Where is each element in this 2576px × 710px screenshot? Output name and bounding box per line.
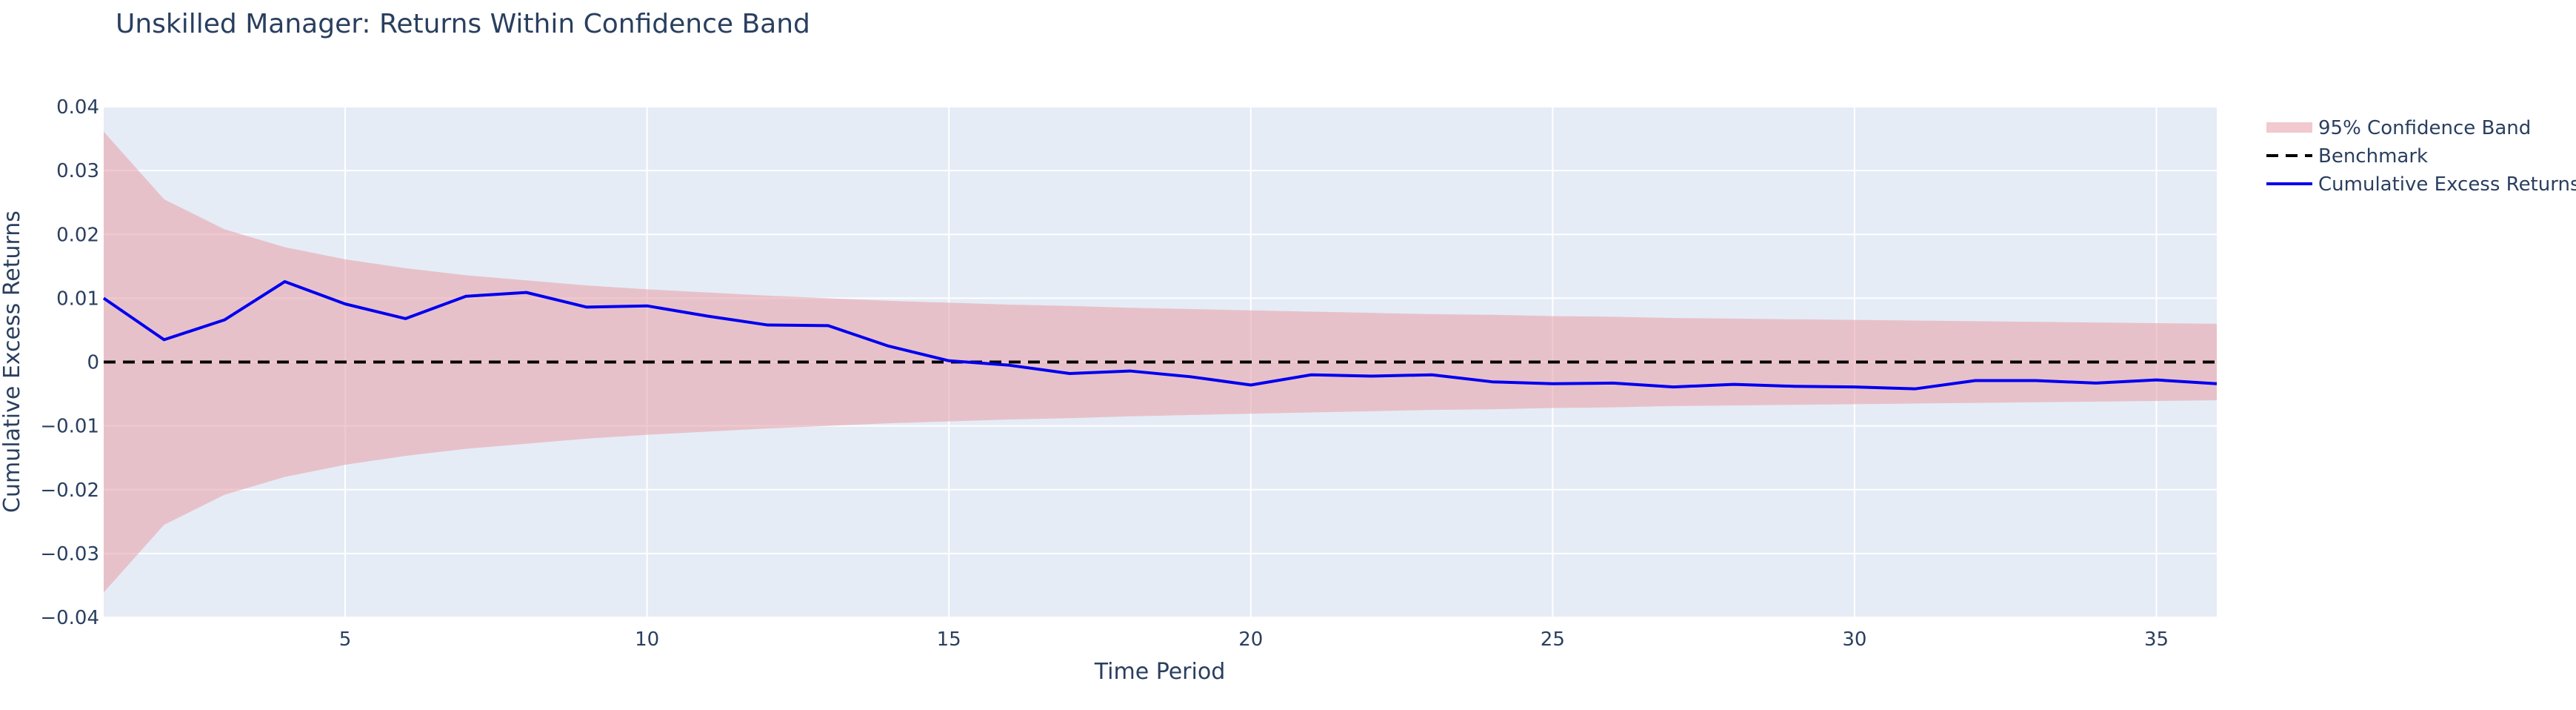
chart-title: Unskilled Manager: Returns Within Confid… [116, 9, 810, 39]
legend-item[interactable]: 95% Confidence Band [2266, 117, 2531, 139]
x-tick-label: 30 [1842, 628, 1866, 651]
x-tick-label: 10 [635, 628, 659, 651]
legend-swatch-band [2266, 122, 2312, 133]
x-tick-label: 35 [2144, 628, 2169, 651]
y-tick-label: 0.04 [56, 96, 99, 119]
y-axis-title: Cumulative Excess Returns [0, 210, 25, 513]
confidence-band [104, 131, 2217, 593]
x-axis-title: Time Period [1094, 659, 1226, 685]
x-tick-label: 5 [339, 628, 352, 651]
grid-lines [104, 106, 2217, 618]
y-tick-label: −0.03 [40, 543, 99, 565]
y-tick-label: −0.01 [40, 416, 99, 438]
y-tick-label: −0.04 [40, 607, 99, 629]
y-tick-label: −0.02 [40, 480, 99, 502]
cumulative-returns-line [102, 279, 2218, 391]
x-tick-labels: 5 10 15 20 25 30 35 [339, 628, 2169, 651]
confidence-band-layer [104, 131, 2217, 593]
legend-label: 95% Confidence Band [2318, 117, 2531, 139]
legend-label: Cumulative Excess Returns [2318, 173, 2576, 196]
legend-label: Benchmark [2318, 145, 2428, 167]
y-tick-label: 0.02 [56, 224, 99, 246]
y-tick-label: 0 [87, 352, 99, 374]
legend: 95% Confidence Band Benchmark Cumulative E… [2266, 117, 2576, 196]
y-tick-label: 0.03 [56, 160, 99, 182]
legend-item[interactable]: Cumulative Excess Returns [2266, 173, 2576, 196]
x-tick-label: 15 [937, 628, 961, 651]
returns-layer [102, 279, 2218, 391]
legend-item[interactable]: Benchmark [2266, 145, 2428, 167]
x-tick-label: 25 [1541, 628, 1565, 651]
x-tick-label: 20 [1238, 628, 1263, 651]
y-tick-labels: −0.04 −0.03 −0.02 −0.01 0 0.01 0.02 0.03 0.04 [40, 96, 99, 629]
y-tick-label: 0.01 [56, 288, 99, 310]
